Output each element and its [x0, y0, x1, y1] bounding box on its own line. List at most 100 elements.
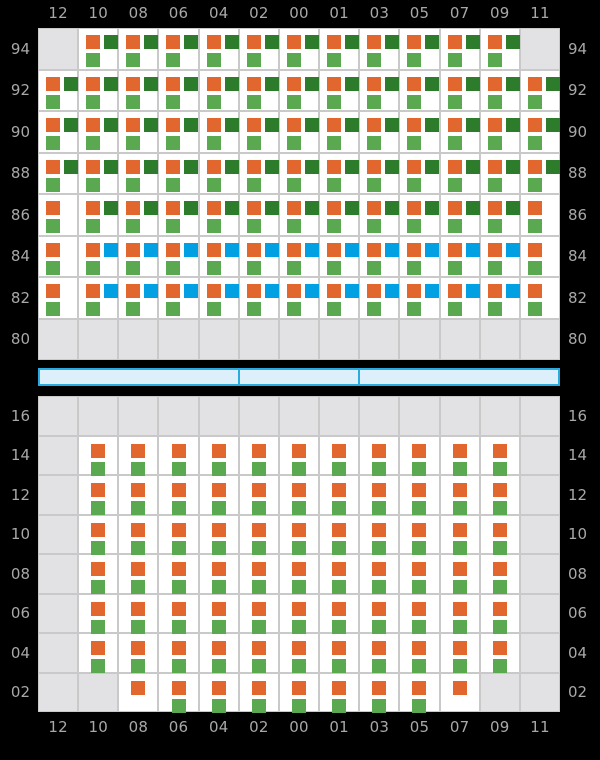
grid-cell[interactable]	[360, 673, 399, 713]
grid-cell[interactable]	[239, 515, 278, 555]
grid-cell[interactable]	[239, 153, 279, 193]
grid-cell[interactable]	[480, 112, 520, 152]
grid-cell[interactable]	[119, 29, 159, 69]
grid-cell[interactable]	[119, 153, 159, 193]
grid-cell[interactable]	[199, 153, 239, 193]
top-panel-grid[interactable]	[38, 28, 560, 360]
grid-cell[interactable]	[400, 634, 439, 673]
grid-cell[interactable]	[360, 236, 400, 276]
grid-cell[interactable]	[520, 70, 560, 110]
grid-cell[interactable]	[279, 594, 319, 634]
grid-cell[interactable]	[159, 70, 199, 110]
grid-cell[interactable]	[119, 436, 158, 476]
grid-cell[interactable]	[360, 594, 399, 634]
grid-cell[interactable]	[159, 555, 198, 594]
grid-cell[interactable]	[400, 515, 439, 555]
grid-cell[interactable]	[360, 278, 400, 318]
grid-cell[interactable]	[159, 112, 199, 152]
grid-cell[interactable]	[199, 476, 238, 515]
grid-cell[interactable]	[320, 634, 359, 673]
grid-cell[interactable]	[440, 236, 480, 276]
grid-cell[interactable]	[320, 195, 360, 235]
grid-cell[interactable]	[239, 195, 279, 235]
grid-cell[interactable]	[119, 195, 159, 235]
grid-cell[interactable]	[400, 673, 439, 713]
grid-cell[interactable]	[400, 112, 440, 152]
grid-cell[interactable]	[480, 515, 519, 555]
grid-cell[interactable]	[360, 476, 399, 515]
grid-cell[interactable]	[79, 515, 118, 555]
grid-cell[interactable]	[480, 436, 519, 476]
grid-cell[interactable]	[400, 555, 439, 594]
grid-cell[interactable]	[440, 29, 480, 69]
grid-cell[interactable]	[79, 476, 118, 515]
grid-cell[interactable]	[199, 278, 239, 318]
grid-cell[interactable]	[320, 153, 360, 193]
grid-cell[interactable]	[79, 112, 119, 152]
grid-cell[interactable]	[360, 515, 399, 555]
grid-cell[interactable]	[279, 476, 319, 515]
grid-cell[interactable]	[320, 515, 359, 555]
grid-cell[interactable]	[119, 112, 159, 152]
grid-cell[interactable]	[400, 29, 440, 69]
grid-cell[interactable]	[79, 278, 119, 318]
grid-cell[interactable]	[159, 436, 198, 476]
grid-cell[interactable]	[239, 634, 278, 673]
grid-cell[interactable]	[119, 278, 159, 318]
grid-cell[interactable]	[440, 555, 479, 594]
grid-cell[interactable]	[440, 436, 479, 476]
grid-cell[interactable]	[440, 515, 479, 555]
grid-cell[interactable]	[440, 153, 480, 193]
grid-cell[interactable]	[239, 70, 279, 110]
grid-cell[interactable]	[79, 634, 118, 673]
grid-cell[interactable]	[400, 153, 440, 193]
grid-cell[interactable]	[79, 436, 118, 476]
grid-cell[interactable]	[440, 112, 480, 152]
grid-cell[interactable]	[400, 195, 440, 235]
grid-cell[interactable]	[400, 476, 439, 515]
grid-cell[interactable]	[39, 153, 78, 193]
grid-cell[interactable]	[440, 594, 479, 634]
grid-cell[interactable]	[119, 555, 158, 594]
grid-cell[interactable]	[360, 70, 400, 110]
grid-cell[interactable]	[360, 634, 399, 673]
grid-cell[interactable]	[199, 195, 239, 235]
rangebar-segment-3[interactable]	[360, 370, 558, 384]
grid-cell[interactable]	[360, 29, 400, 69]
grid-cell[interactable]	[279, 515, 319, 555]
grid-cell[interactable]	[400, 70, 440, 110]
grid-cell[interactable]	[199, 236, 239, 276]
grid-cell[interactable]	[159, 673, 198, 713]
grid-cell[interactable]	[400, 594, 439, 634]
grid-cell[interactable]	[480, 594, 519, 634]
rangebar-segment-2[interactable]	[239, 370, 359, 384]
grid-cell[interactable]	[480, 634, 519, 673]
grid-cell[interactable]	[320, 594, 359, 634]
grid-cell[interactable]	[320, 278, 360, 318]
grid-cell[interactable]	[520, 195, 560, 235]
grid-cell[interactable]	[199, 112, 239, 152]
grid-cell[interactable]	[239, 555, 278, 594]
grid-cell[interactable]	[159, 29, 199, 69]
grid-cell[interactable]	[39, 112, 78, 152]
grid-cell[interactable]	[400, 236, 440, 276]
grid-cell[interactable]	[239, 29, 279, 69]
grid-cell[interactable]	[279, 278, 319, 318]
grid-cell[interactable]	[199, 515, 238, 555]
grid-cell[interactable]	[119, 476, 158, 515]
grid-cell[interactable]	[79, 594, 118, 634]
grid-cell[interactable]	[199, 634, 238, 673]
grid-cell[interactable]	[520, 278, 560, 318]
grid-cell[interactable]	[360, 112, 400, 152]
grid-cell[interactable]	[360, 436, 399, 476]
grid-cell[interactable]	[39, 236, 78, 276]
grid-cell[interactable]	[520, 153, 560, 193]
grid-cell[interactable]	[520, 112, 560, 152]
grid-cell[interactable]	[360, 153, 400, 193]
grid-cell[interactable]	[239, 673, 278, 713]
grid-cell[interactable]	[39, 278, 78, 318]
grid-cell[interactable]	[440, 195, 480, 235]
grid-cell[interactable]	[480, 153, 520, 193]
grid-cell[interactable]	[119, 594, 158, 634]
grid-cell[interactable]	[159, 515, 198, 555]
